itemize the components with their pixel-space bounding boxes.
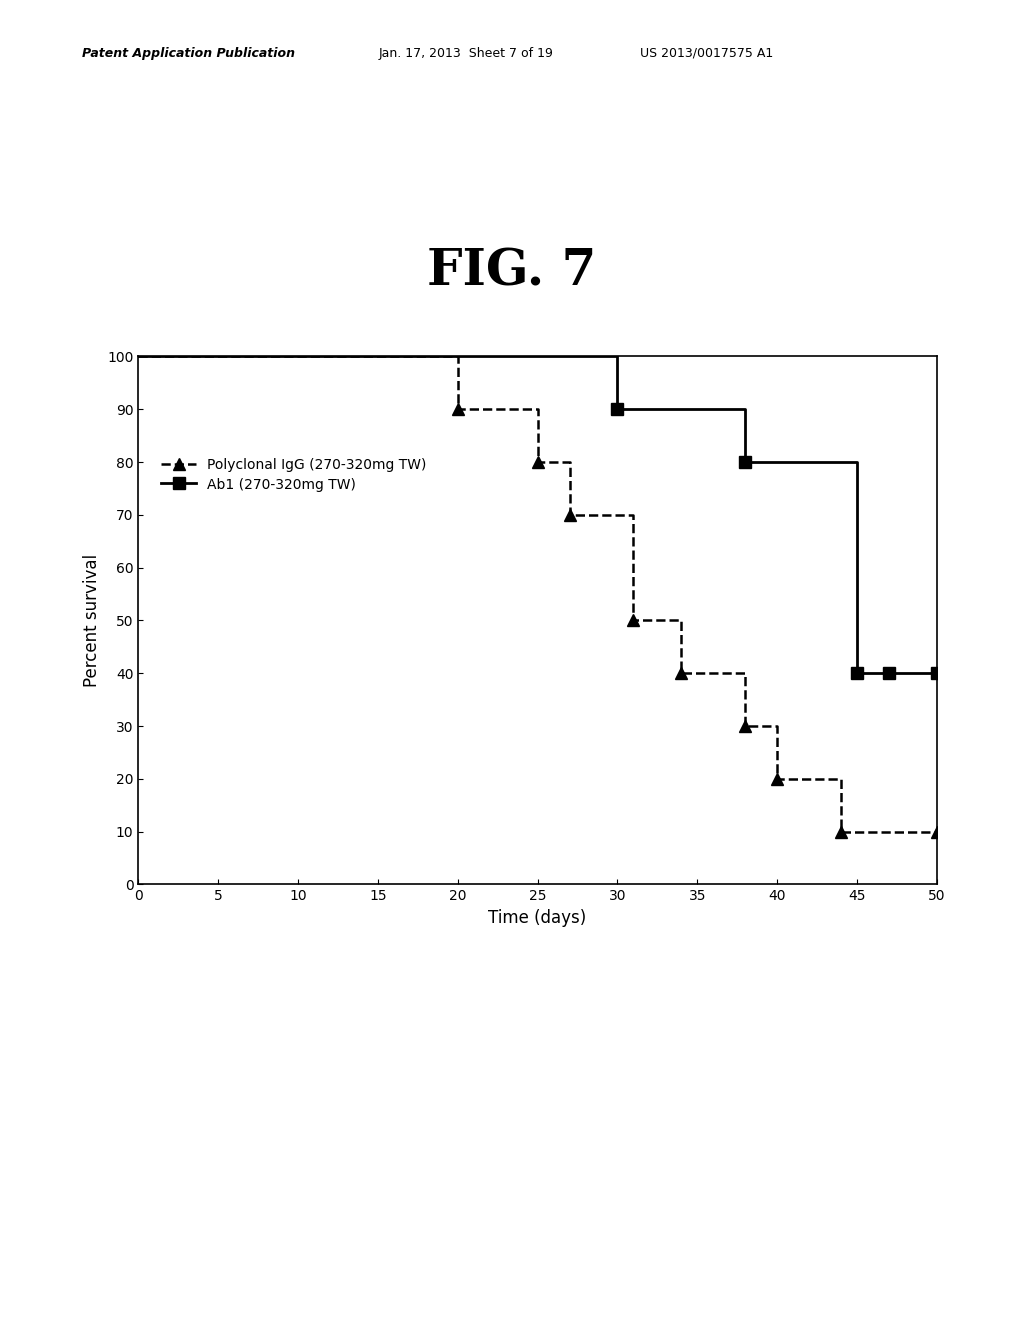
Y-axis label: Percent survival: Percent survival (83, 554, 101, 686)
X-axis label: Time (days): Time (days) (488, 908, 587, 927)
Legend: Polyclonal IgG (270-320mg TW), Ab1 (270-320mg TW): Polyclonal IgG (270-320mg TW), Ab1 (270-… (161, 458, 426, 492)
Text: FIG. 7: FIG. 7 (427, 248, 597, 297)
Text: Jan. 17, 2013  Sheet 7 of 19: Jan. 17, 2013 Sheet 7 of 19 (379, 46, 554, 59)
Text: Patent Application Publication: Patent Application Publication (82, 46, 295, 59)
Text: US 2013/0017575 A1: US 2013/0017575 A1 (640, 46, 773, 59)
